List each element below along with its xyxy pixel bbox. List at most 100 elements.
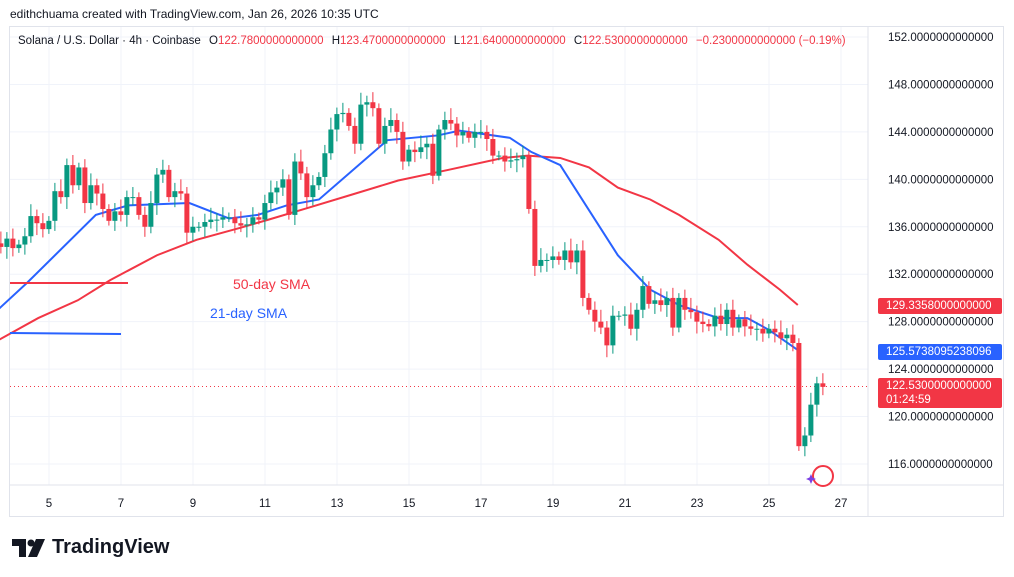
candle-body bbox=[436, 129, 442, 176]
candle-body bbox=[652, 300, 658, 304]
x-tick-label: 17 bbox=[475, 498, 488, 510]
chart-credit: edithchuama created with TradingView.com… bbox=[10, 7, 379, 21]
candle-body bbox=[226, 217, 232, 219]
y-tick-label: 148.0000000000000 bbox=[888, 79, 994, 91]
candle-body bbox=[502, 155, 508, 162]
candle-body bbox=[442, 120, 448, 130]
candle-body bbox=[124, 197, 130, 215]
candle-body bbox=[196, 226, 202, 228]
y-tick-label: 136.0000000000000 bbox=[888, 222, 994, 234]
chart-frame bbox=[9, 26, 1004, 517]
candle-body bbox=[784, 334, 790, 339]
tradingview-logo-icon bbox=[12, 538, 45, 557]
candle-body bbox=[814, 383, 820, 405]
tradingview-logo[interactable]: TradingView bbox=[12, 536, 169, 559]
candle-body bbox=[694, 312, 700, 322]
candle-body bbox=[142, 214, 148, 227]
candle-body bbox=[76, 167, 82, 186]
candle-body bbox=[538, 259, 544, 266]
candle-body bbox=[370, 102, 376, 109]
candle-body bbox=[178, 191, 184, 194]
candle-body bbox=[70, 165, 76, 186]
ohlc-legend: Solana / U.S. Dollar · 4h · Coinbase O12… bbox=[18, 35, 846, 47]
candle-body bbox=[52, 191, 58, 221]
candle-body bbox=[778, 332, 784, 339]
x-tick-label: 13 bbox=[331, 498, 344, 510]
x-tick-label: 19 bbox=[547, 498, 560, 510]
candle-body bbox=[700, 321, 706, 325]
y-tick-label: 128.0000000000000 bbox=[888, 317, 994, 329]
candle-body bbox=[310, 185, 316, 198]
candle-body bbox=[346, 112, 352, 126]
candle-body bbox=[496, 155, 502, 157]
candle-body bbox=[688, 309, 694, 313]
candle-body bbox=[250, 217, 256, 225]
candle-body bbox=[166, 169, 172, 198]
x-tick-label: 25 bbox=[763, 498, 776, 510]
candle-body bbox=[682, 297, 688, 310]
y-tick-label: 152.0000000000000 bbox=[888, 32, 994, 44]
y-tick-label: 124.0000000000000 bbox=[888, 364, 994, 376]
candle-body bbox=[550, 256, 556, 260]
candle-body bbox=[286, 179, 292, 215]
candle-body bbox=[544, 259, 550, 261]
candle-body bbox=[130, 197, 136, 199]
last-price-label: 122.5300000000000 01:24:59 bbox=[878, 378, 1002, 408]
y-tick-label: 120.0000000000000 bbox=[888, 412, 994, 424]
candle-body bbox=[328, 129, 334, 154]
candle-body bbox=[202, 222, 208, 227]
candle-body bbox=[772, 328, 778, 333]
candle-body bbox=[148, 203, 154, 227]
candle-body bbox=[280, 179, 286, 188]
last-price: 122.5300000000000 bbox=[886, 380, 992, 392]
y-tick-label: 144.0000000000000 bbox=[888, 127, 994, 139]
candle-body bbox=[388, 120, 394, 126]
candle-body bbox=[562, 250, 568, 260]
candle-body bbox=[46, 220, 52, 230]
candle-body bbox=[238, 223, 244, 226]
candle-body bbox=[712, 315, 718, 327]
candle-body bbox=[364, 102, 370, 105]
candle-body bbox=[292, 161, 298, 215]
candle-body bbox=[580, 250, 586, 298]
x-tick-label: 11 bbox=[259, 498, 271, 510]
candle-body bbox=[34, 216, 40, 224]
close-value: 122.5300000000000 bbox=[582, 35, 688, 47]
candle-body bbox=[190, 226, 196, 233]
candle-body bbox=[274, 187, 280, 193]
symbol-info[interactable]: Solana / U.S. Dollar · 4h · Coinbase bbox=[18, 35, 201, 47]
candle-body bbox=[16, 244, 22, 249]
candle-body bbox=[730, 309, 736, 328]
open-value: 122.7800000000000 bbox=[217, 35, 324, 47]
candle-body bbox=[10, 238, 16, 249]
candle-body bbox=[556, 256, 562, 260]
candle-body bbox=[670, 297, 676, 328]
candle-body bbox=[352, 125, 358, 144]
close-label: C bbox=[573, 35, 583, 47]
candle-body bbox=[340, 112, 346, 115]
candle-body bbox=[754, 328, 760, 330]
candle-body bbox=[466, 131, 472, 138]
candle-body bbox=[598, 321, 604, 328]
x-tick-label: 15 bbox=[403, 498, 416, 510]
candle-body bbox=[646, 286, 652, 304]
candle-body bbox=[160, 169, 166, 175]
candle-body bbox=[82, 167, 88, 204]
candle-body bbox=[490, 138, 496, 156]
candle-body bbox=[790, 334, 796, 343]
candle-body bbox=[418, 147, 424, 153]
sma50-price-label: 129.3358000000000 bbox=[878, 298, 1002, 314]
candle-body bbox=[658, 300, 664, 306]
candle-body bbox=[508, 160, 514, 162]
candle-body bbox=[742, 319, 748, 327]
candle-body bbox=[4, 238, 10, 247]
candle-body bbox=[766, 328, 772, 334]
candle-body bbox=[154, 174, 160, 204]
candle-body bbox=[604, 327, 610, 346]
x-tick-label: 5 bbox=[46, 498, 52, 510]
candle-body bbox=[622, 314, 628, 316]
candle-body bbox=[736, 319, 742, 328]
candle-body bbox=[478, 131, 484, 133]
candle-body bbox=[808, 404, 814, 436]
